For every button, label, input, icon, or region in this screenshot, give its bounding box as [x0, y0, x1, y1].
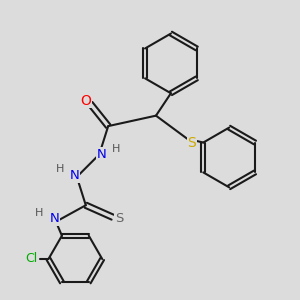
Text: O: O	[80, 94, 91, 108]
Text: H: H	[35, 208, 44, 218]
Text: H: H	[112, 144, 120, 154]
Text: N: N	[50, 212, 59, 225]
Text: N: N	[70, 169, 79, 182]
Text: S: S	[188, 136, 196, 149]
Text: H: H	[56, 164, 64, 173]
Text: N: N	[97, 148, 106, 161]
Text: S: S	[115, 212, 123, 225]
Text: Cl: Cl	[25, 253, 38, 266]
